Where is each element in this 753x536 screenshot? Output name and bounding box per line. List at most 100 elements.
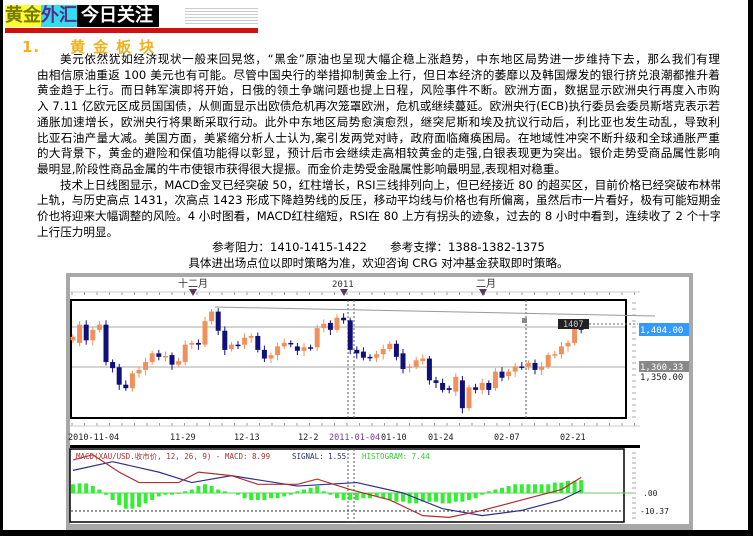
macd-histogram-bar <box>361 493 366 499</box>
candle-body <box>308 347 314 349</box>
candle-body <box>327 322 333 330</box>
macd-histogram-bar <box>486 491 491 493</box>
macd-y-label: .00 <box>643 489 658 498</box>
candle-body <box>301 347 307 351</box>
macd-histogram-bar <box>308 487 313 493</box>
period-marker-triangle <box>189 289 197 296</box>
candle-body <box>268 355 274 359</box>
price-axis-background <box>640 277 689 524</box>
last-price-label: 1,404.00 <box>640 326 683 336</box>
candle-body <box>473 387 479 390</box>
candle-body <box>143 362 149 370</box>
macd-histogram-bar <box>183 491 188 493</box>
x-tick-label: 02-21 <box>560 433 586 443</box>
candle-body <box>129 373 135 389</box>
text-line: 通胀加速增长，欧洲央行将果断采取行动。此外中东地区局势愈演愈烈，继突尼斯和埃及抗… <box>37 114 720 129</box>
candle-body <box>228 344 234 350</box>
macd-histogram-bar <box>513 484 518 493</box>
text-line: 比亚石油产量大减。美国方面，美紧缩分析人士认为,案引发两党对峙，政府面临瘫痪困局… <box>37 130 720 145</box>
macd-histogram-bar <box>493 489 498 493</box>
text-line: 的大背景下，黄金的避险和保值功能得以彰显，预计后市会继续走高相较黄金的走强,白银… <box>37 146 720 161</box>
text-line: 上轨，与历史高点 1431，次高点 1423 形成下降趋势线的反压，移动平均线与… <box>37 193 720 208</box>
reference-levels: 参考阻力：1410-1415-1422 参考支撑：1388-1382-1375 <box>212 240 545 255</box>
price-tag-label: 1407 <box>563 320 583 330</box>
brand-gold: 黄金 <box>5 5 41 27</box>
candle-body <box>433 380 439 383</box>
macd-histogram-bar <box>216 489 221 493</box>
macd-histogram-bar <box>282 493 287 497</box>
macd-histogram-bar <box>374 493 379 497</box>
macd-title: MACD(XAU/USD.收市价, 12, 26, 9) - MACD: 8.9… <box>76 451 270 461</box>
macd-histogram-bar <box>84 483 89 493</box>
macd-histogram-bar <box>480 493 485 495</box>
macd-plot-area <box>69 448 625 523</box>
x-tick-label: 12-13 <box>234 433 260 443</box>
candle-body <box>545 355 551 367</box>
macd-histogram-bar <box>242 493 247 499</box>
candle-body <box>466 387 472 409</box>
period-marker-triangle <box>479 289 487 296</box>
candle-body <box>288 342 294 345</box>
text-line: 最明显,阶段性商品金属的牛市使银市获得很大提振。而金价走势受金融属性影响最明显,… <box>37 161 567 176</box>
trend-handle <box>522 318 527 323</box>
candle-body <box>572 327 578 343</box>
macd-histogram-bar <box>341 493 346 500</box>
candle-body <box>96 324 102 330</box>
last-price-badge <box>639 323 689 336</box>
candle-body <box>202 321 208 345</box>
candle-body <box>176 361 182 365</box>
candle-body <box>519 366 525 368</box>
brand-forex: 外汇 <box>41 5 77 27</box>
macd-histogram-bar <box>394 493 399 502</box>
macd-histogram-bar <box>222 491 227 493</box>
macd-histogram-bar <box>453 493 458 502</box>
x-tick-label: 01-10 <box>381 433 407 443</box>
macd-histogram-bar <box>97 489 102 493</box>
header-stripes <box>185 6 258 26</box>
period-marker: 十二月 <box>178 277 208 290</box>
header-divider <box>5 28 258 33</box>
candle-body <box>182 344 188 363</box>
candle-body <box>156 353 162 357</box>
macd-histogram-bar <box>434 493 438 502</box>
candle-body <box>558 346 564 355</box>
macd-histogram-bar <box>170 493 174 495</box>
macd-histogram-bar <box>104 493 108 495</box>
candle-body <box>420 358 426 362</box>
macd-histogram-bar <box>519 484 524 493</box>
macd-histogram-bar <box>302 489 306 493</box>
strategy-note: 具体进出场点位以即时策略为准，欢迎咨询 CRG 对冲基金获取即时策略。 <box>188 256 569 271</box>
macd-histogram-bar <box>189 489 194 493</box>
macd-histogram-bar <box>447 493 452 504</box>
macd-y-label: -10.37 <box>640 507 669 516</box>
mid-price-label: 1,360.33 <box>640 363 683 373</box>
candle-body <box>426 358 432 381</box>
price-tag-badge <box>558 319 589 329</box>
candle-body <box>380 349 386 355</box>
macd-histogram-bar <box>321 491 326 493</box>
candle-body <box>235 344 241 347</box>
macd-histogram-bar <box>579 480 584 493</box>
macd-histogram-bar <box>110 493 115 500</box>
macd-histogram-bar <box>407 493 412 504</box>
macd-histogram-bar <box>249 493 254 500</box>
macd-histogram-bar <box>526 484 531 493</box>
header-title: 今日关注 <box>77 5 159 27</box>
candle-body <box>374 354 380 358</box>
macd-histogram-bar <box>137 493 141 507</box>
macd-histogram-bar <box>196 486 201 493</box>
macd-histogram-bar <box>123 493 128 509</box>
candle-body <box>387 343 393 350</box>
section-number: 1. <box>22 38 41 56</box>
candle-body <box>459 380 465 409</box>
candle-body <box>492 371 498 389</box>
macd-histogram-bar <box>539 484 544 493</box>
candle-body <box>506 371 512 376</box>
macd-histogram-bar <box>203 484 207 493</box>
candle-body <box>83 324 89 341</box>
candle-body <box>275 346 281 356</box>
candle-body <box>149 353 155 363</box>
candle-body <box>314 328 320 348</box>
candle-body <box>400 353 406 370</box>
macd-histogram-bar <box>269 493 273 499</box>
